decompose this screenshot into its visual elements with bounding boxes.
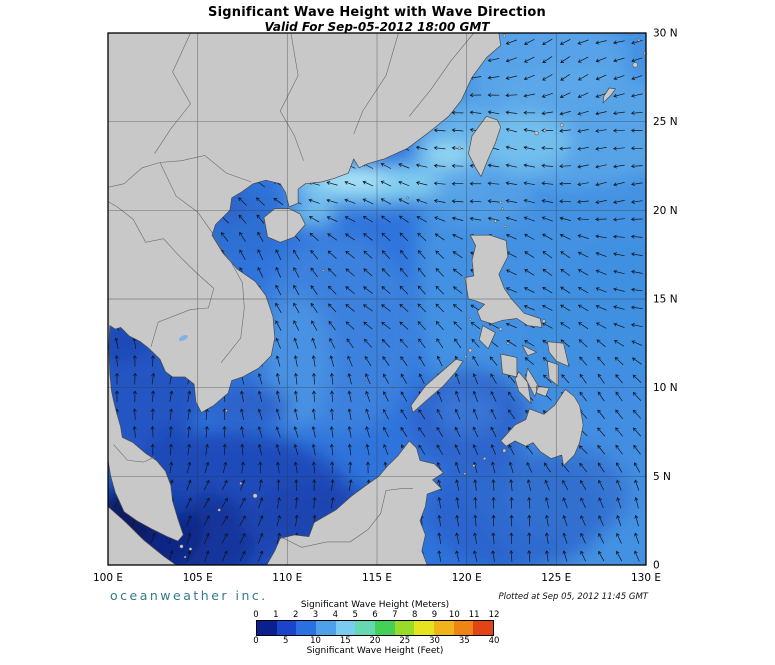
map-frame [107, 32, 647, 566]
meters-tick-label: 6 [372, 610, 378, 620]
feet-tick-label: 10 [310, 636, 321, 646]
colorbar-segment [434, 621, 454, 635]
meters-tick-label: 1 [273, 610, 279, 620]
meters-tick-label: 9 [431, 610, 438, 620]
colorbar-segment [296, 621, 317, 635]
colorbar-segment [276, 621, 297, 635]
colorbar-feet-ticks: 0 5 10 15 20 25 30 35 40 [253, 636, 499, 646]
brand-text: oceanweather inc. [110, 588, 268, 603]
feet-tick-label: 40 [488, 636, 500, 646]
meters-tick-label: 2 [292, 610, 299, 620]
colorbar-segment [335, 621, 356, 635]
page-title: Significant Wave Height with Wave Direct… [208, 5, 546, 20]
meters-tick-label: 4 [332, 610, 339, 620]
feet-tick-label: 30 [429, 636, 440, 646]
meters-tick-label: 11 [468, 610, 480, 620]
lon-tick-label: 130 E [631, 572, 661, 584]
meters-tick-label: 12 [488, 610, 500, 620]
plotted-timestamp: Plotted at Sep 05, 2012 11:45 GMT [498, 592, 648, 602]
lat-tick-label: 20 N [653, 205, 678, 217]
lat-tick-label: 25 N [653, 116, 678, 128]
colorbar-gradient [256, 620, 494, 636]
colorbar-segment [394, 621, 415, 635]
meters-tick-label: 7 [392, 610, 398, 620]
lat-tick-label: 5 N [653, 471, 671, 483]
meters-tick-label: 5 [352, 610, 358, 620]
valid-time-subtitle: Valid For Sep-05-2012 18:00 GMT [264, 20, 490, 34]
lat-tick-label: 30 N [653, 28, 678, 40]
colorbar-segment [316, 621, 336, 635]
lon-tick-label: 110 E [272, 572, 302, 584]
meters-tick-label: 8 [411, 610, 418, 620]
feet-tick-label: 15 [339, 636, 351, 646]
feet-tick-label: 5 [283, 636, 289, 646]
lon-tick-label: 115 E [362, 572, 392, 584]
feet-tick-label: 35 [458, 636, 470, 646]
feet-tick-label: 25 [399, 636, 411, 646]
colorbar-segment [257, 621, 277, 635]
feet-tick-label: 0 [253, 636, 259, 646]
meters-tick-label: 3 [312, 610, 319, 620]
meters-tick-label: 10 [448, 610, 460, 620]
colorbar-segment [355, 621, 376, 635]
lon-tick-label: 125 E [541, 572, 571, 584]
colorbar-title-meters: Significant Wave Height (Meters) [300, 600, 450, 610]
colorbar-meters-ticks: 0 1 2 3 4 5 6 7 8 9 10 11 12 [253, 610, 499, 620]
lat-tick-label: 0 [653, 560, 660, 572]
axis-labels: 100 E 105 E 110 E 115 E 120 E 125 E 130 E0 5 N 1… [93, 28, 678, 585]
lat-tick-label: 15 N [653, 294, 678, 306]
lon-tick-label: 120 E [452, 572, 482, 584]
colorbar-segment [375, 621, 395, 635]
colorbar-segment [414, 621, 435, 635]
lat-tick-label: 10 N [653, 382, 678, 394]
colorbar-segment [453, 621, 474, 635]
lon-tick-label: 105 E [183, 572, 213, 584]
land-layer [107, 32, 647, 566]
feet-tick-label: 20 [369, 636, 381, 646]
colorbar-title-feet: Significant Wave Height (Feet) [306, 646, 444, 656]
colorbar-segment [473, 621, 494, 635]
meters-tick-label: 0 [253, 610, 259, 620]
lon-tick-label: 100 E [93, 572, 123, 584]
wave-height-map: 100 E 105 E 110 E 115 E 120 E 125 E 130 E0 5 N 1… [93, 28, 678, 585]
